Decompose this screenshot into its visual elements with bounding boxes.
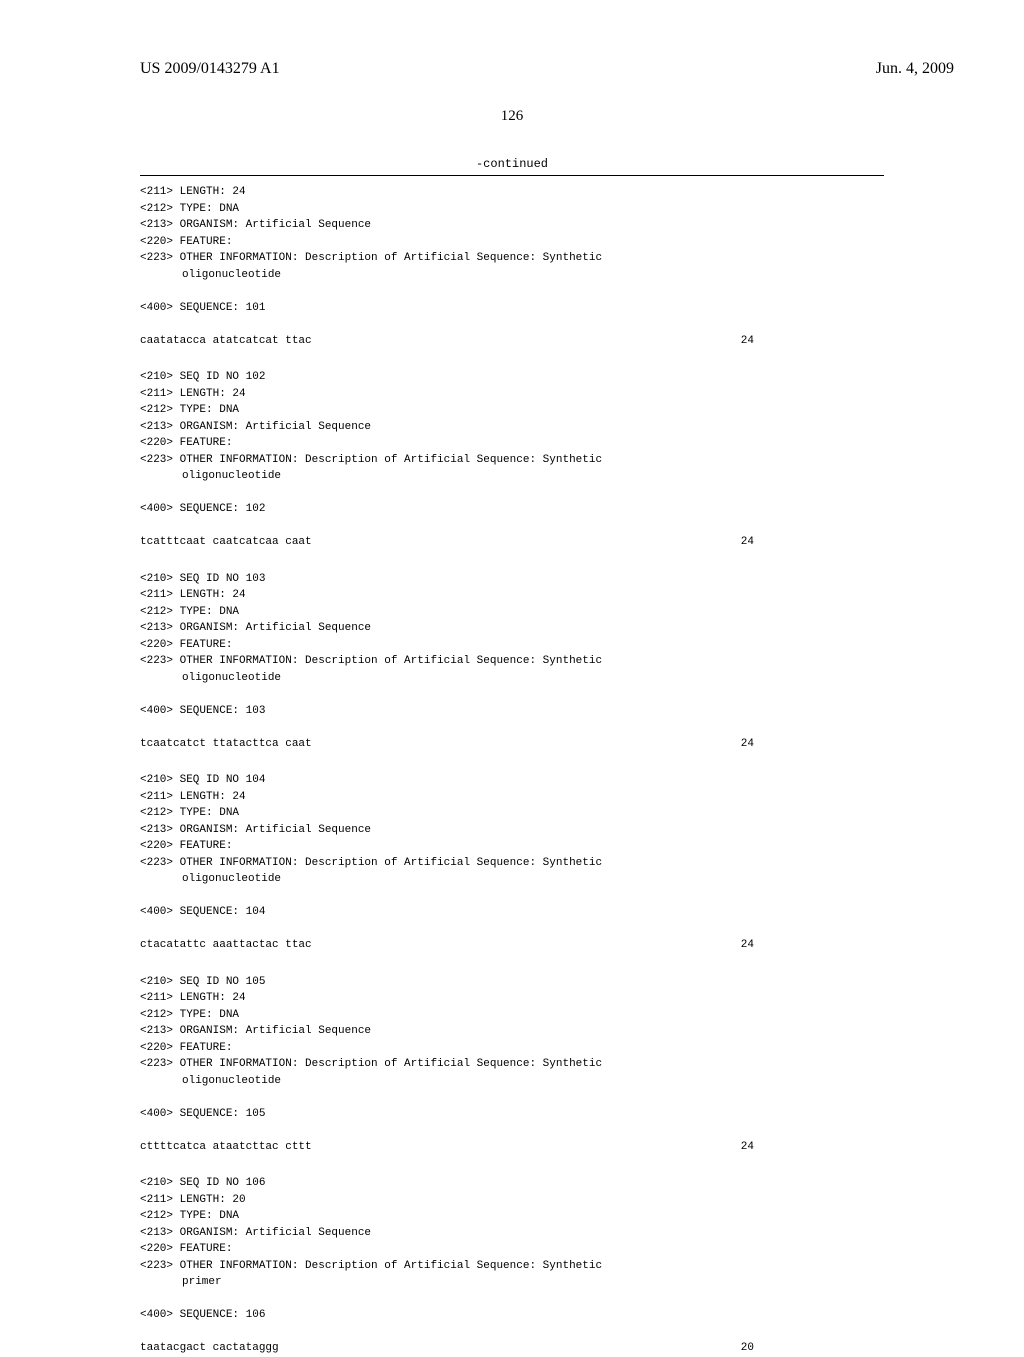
- length-line: <211> LENGTH: 24: [140, 587, 884, 604]
- length-line: <211> LENGTH: 24: [140, 386, 884, 403]
- sequence-label: <400> SEQUENCE: 103: [140, 703, 884, 720]
- divider-top: [140, 175, 884, 176]
- continued-label: -continued: [140, 155, 884, 173]
- other-info-line: <223> OTHER INFORMATION: Description of …: [140, 1258, 884, 1275]
- sequence-length: 24: [741, 333, 754, 350]
- sequence-text: tcatttcaat caatcatcaa caat: [140, 534, 312, 551]
- type-line: <212> TYPE: DNA: [140, 604, 884, 621]
- organism-line: <213> ORGANISM: Artificial Sequence: [140, 1023, 884, 1040]
- sequence-label: <400> SEQUENCE: 101: [140, 300, 884, 317]
- other-info-cont-line: primer: [140, 1274, 884, 1291]
- organism-line: <213> ORGANISM: Artificial Sequence: [140, 217, 884, 234]
- feature-line: <220> FEATURE:: [140, 1040, 884, 1057]
- sequence-row: tcaatcatct ttatacttca caat 24: [140, 736, 884, 753]
- feature-line: <220> FEATURE:: [140, 1241, 884, 1258]
- feature-line: <220> FEATURE:: [140, 435, 884, 452]
- sequence-listing-content: -continued <211> LENGTH: 24 <212> TYPE: …: [0, 155, 1024, 1357]
- sequence-block: <210> SEQ ID NO 105<211> LENGTH: 24<212>…: [140, 974, 884, 1156]
- other-info-line: <223> OTHER INFORMATION: Description of …: [140, 452, 884, 469]
- sequence-label: <400> SEQUENCE: 106: [140, 1307, 884, 1324]
- publication-date: Jun. 4, 2009: [876, 60, 954, 78]
- publication-number: US 2009/0143279 A1: [140, 60, 280, 78]
- seq-id-line: <210> SEQ ID NO 103: [140, 571, 884, 588]
- length-line: <211> LENGTH: 20: [140, 1192, 884, 1209]
- feature-line: <220> FEATURE:: [140, 637, 884, 654]
- other-info-line: <223> OTHER INFORMATION: Description of …: [140, 855, 884, 872]
- sequence-length: 24: [741, 937, 754, 954]
- other-info-line: <223> OTHER INFORMATION: Description of …: [140, 250, 884, 267]
- sequence-row: tcatttcaat caatcatcaa caat 24: [140, 534, 884, 551]
- sequence-label: <400> SEQUENCE: 102: [140, 501, 884, 518]
- type-line: <212> TYPE: DNA: [140, 1208, 884, 1225]
- other-info-cont-line: oligonucleotide: [140, 1073, 884, 1090]
- other-info-line: <223> OTHER INFORMATION: Description of …: [140, 1056, 884, 1073]
- sequence-text: tcaatcatct ttatacttca caat: [140, 736, 312, 753]
- sequence-block-first: <211> LENGTH: 24 <212> TYPE: DNA <213> O…: [140, 184, 884, 349]
- type-line: <212> TYPE: DNA: [140, 402, 884, 419]
- sequence-text: caatatacca atatcatcat ttac: [140, 333, 312, 350]
- other-info-cont-line: oligonucleotide: [140, 670, 884, 687]
- other-info-cont-line: oligonucleotide: [140, 871, 884, 888]
- sequence-length: 20: [741, 1340, 754, 1357]
- seq-id-line: <210> SEQ ID NO 106: [140, 1175, 884, 1192]
- seq-id-line: <210> SEQ ID NO 105: [140, 974, 884, 991]
- sequence-label: <400> SEQUENCE: 104: [140, 904, 884, 921]
- other-info-cont-line: oligonucleotide: [140, 267, 884, 284]
- sequence-row: ctacatattc aaattactac ttac 24: [140, 937, 884, 954]
- sequence-text: taatacgact cactataggg: [140, 1340, 279, 1357]
- organism-line: <213> ORGANISM: Artificial Sequence: [140, 620, 884, 637]
- organism-line: <213> ORGANISM: Artificial Sequence: [140, 822, 884, 839]
- seq-id-line: <210> SEQ ID NO 102: [140, 369, 884, 386]
- length-line: <211> LENGTH: 24: [140, 990, 884, 1007]
- seq-id-line: <210> SEQ ID NO 104: [140, 772, 884, 789]
- type-line: <212> TYPE: DNA: [140, 805, 884, 822]
- sequence-length: 24: [741, 1139, 754, 1156]
- feature-line: <220> FEATURE:: [140, 838, 884, 855]
- type-line: <212> TYPE: DNA: [140, 201, 884, 218]
- sequence-block: <210> SEQ ID NO 106<211> LENGTH: 20<212>…: [140, 1175, 884, 1357]
- page-header: US 2009/0143279 A1 Jun. 4, 2009: [0, 0, 1024, 88]
- other-info-cont-line: oligonucleotide: [140, 468, 884, 485]
- page-number: 126: [0, 108, 1024, 125]
- sequence-block: <210> SEQ ID NO 104<211> LENGTH: 24<212>…: [140, 772, 884, 954]
- sequence-block: <210> SEQ ID NO 103<211> LENGTH: 24<212>…: [140, 571, 884, 753]
- blocks-container: <210> SEQ ID NO 102<211> LENGTH: 24<212>…: [140, 369, 884, 1357]
- sequence-block: <210> SEQ ID NO 102<211> LENGTH: 24<212>…: [140, 369, 884, 551]
- organism-line: <213> ORGANISM: Artificial Sequence: [140, 419, 884, 436]
- length-line: <211> LENGTH: 24: [140, 789, 884, 806]
- length-line: <211> LENGTH: 24: [140, 184, 884, 201]
- sequence-row: taatacgact cactataggg 20: [140, 1340, 884, 1357]
- organism-line: <213> ORGANISM: Artificial Sequence: [140, 1225, 884, 1242]
- sequence-row: caatatacca atatcatcat ttac 24: [140, 333, 884, 350]
- sequence-length: 24: [741, 736, 754, 753]
- sequence-label: <400> SEQUENCE: 105: [140, 1106, 884, 1123]
- other-info-line: <223> OTHER INFORMATION: Description of …: [140, 653, 884, 670]
- feature-line: <220> FEATURE:: [140, 234, 884, 251]
- sequence-row: cttttcatca ataatcttac cttt 24: [140, 1139, 884, 1156]
- sequence-text: cttttcatca ataatcttac cttt: [140, 1139, 312, 1156]
- sequence-length: 24: [741, 534, 754, 551]
- sequence-text: ctacatattc aaattactac ttac: [140, 937, 312, 954]
- type-line: <212> TYPE: DNA: [140, 1007, 884, 1024]
